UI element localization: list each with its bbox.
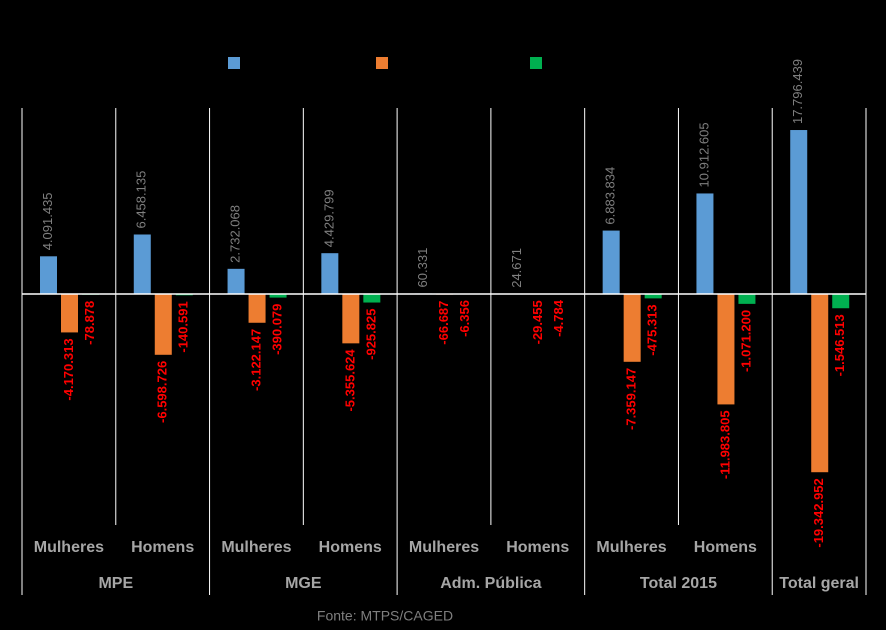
value-label: -1.071.200	[738, 310, 753, 372]
legend-swatch	[376, 57, 388, 69]
value-label: -29.455	[530, 300, 545, 344]
bar	[133, 234, 151, 294]
bar	[269, 294, 287, 298]
x-tick-label: Mulheres	[34, 539, 104, 556]
x-tick-label: Homens	[131, 539, 194, 556]
value-label: 60.331	[415, 248, 430, 288]
value-label: -925.825	[363, 309, 378, 360]
value-label: 4.091.435	[40, 192, 55, 250]
bar	[61, 294, 78, 333]
value-label: -6.598.726	[155, 361, 170, 423]
bar	[644, 294, 662, 299]
bar	[696, 193, 714, 294]
value-label: -390.079	[269, 304, 284, 355]
bar	[811, 294, 829, 473]
value-label: 4.429.799	[321, 189, 336, 247]
group-label: Total 2015	[640, 575, 717, 592]
group-label: Total geral	[779, 575, 859, 592]
bar	[321, 253, 339, 294]
legend-swatch	[228, 57, 240, 69]
bar	[790, 130, 808, 294]
bar	[248, 294, 266, 323]
bar	[623, 294, 641, 362]
x-tick-label: Mulheres	[596, 539, 666, 556]
x-tick-label: Homens	[694, 539, 757, 556]
bar	[154, 294, 172, 355]
value-label: -11.983.805	[717, 410, 732, 479]
value-label: -4.784	[551, 299, 566, 337]
value-label: -6.356	[457, 300, 472, 337]
value-label: -4.170.313	[61, 338, 76, 400]
bar	[40, 256, 57, 294]
value-label: -7.359.147	[624, 368, 639, 430]
group-label: MGE	[285, 575, 322, 592]
bar	[832, 294, 850, 309]
bar	[342, 294, 360, 344]
value-label: 24.671	[509, 248, 524, 288]
x-tick-label: Mulheres	[409, 539, 479, 556]
value-label: 17.796.439	[790, 59, 805, 124]
value-label: 6.883.834	[603, 167, 618, 225]
value-label: -3.122.147	[248, 329, 263, 391]
bar	[227, 268, 245, 294]
x-tick-label: Homens	[319, 539, 382, 556]
legend-swatch	[530, 57, 542, 69]
group-label: Adm. Pública	[440, 575, 541, 592]
source: Fonte: MTPS/CAGED	[317, 608, 453, 624]
x-tick-label: Homens	[506, 539, 569, 556]
value-label: -140.591	[176, 301, 191, 352]
bar	[717, 294, 735, 405]
value-label: -66.687	[436, 301, 451, 345]
bar	[602, 230, 620, 294]
bar	[363, 294, 381, 303]
bar	[738, 294, 756, 304]
value-label: -475.313	[645, 304, 660, 355]
value-label: 2.732.068	[227, 205, 242, 263]
value-label: -5.355.624	[342, 349, 357, 412]
value-label: -78.878	[82, 301, 97, 345]
value-label: -1.546.513	[832, 314, 847, 376]
x-tick-label: Mulheres	[221, 539, 291, 556]
group-label: MPE	[98, 575, 133, 592]
value-label: 10.912.605	[696, 122, 711, 187]
value-label: 6.458.135	[134, 171, 149, 229]
value-label: -19.342.952	[811, 478, 826, 547]
